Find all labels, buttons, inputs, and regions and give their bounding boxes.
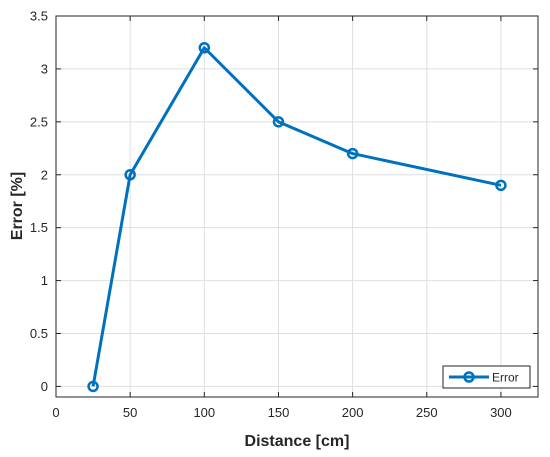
x-tick-label: 250 xyxy=(416,405,438,420)
legend: Error xyxy=(442,365,531,389)
x-tick-labels: 0 50 100 150 200 250 300 xyxy=(52,405,511,420)
y-tick-label: 1.5 xyxy=(30,220,48,235)
data-point xyxy=(495,179,507,192)
tick-marks xyxy=(55,15,538,397)
y-tick-label: 2 xyxy=(41,167,48,182)
data-point xyxy=(124,169,136,181)
plot-area xyxy=(56,16,538,397)
y-tick-label: 3 xyxy=(41,61,48,76)
y-tick-label: 2.5 xyxy=(30,114,48,129)
x-tick-label: 300 xyxy=(490,405,512,420)
x-axis-title: Distance [cm] xyxy=(245,433,350,450)
legend-label: Error xyxy=(492,371,519,385)
x-tick-label: 100 xyxy=(193,405,215,420)
series-line xyxy=(91,46,502,387)
y-tick-label: 3.5 xyxy=(30,9,48,24)
data-point xyxy=(87,380,99,393)
y-tick-label: 0 xyxy=(41,379,48,394)
legend-marker-swatch xyxy=(463,371,475,383)
x-tick-label: 0 xyxy=(52,405,59,420)
x-tick-label: 200 xyxy=(342,405,364,420)
data-point xyxy=(272,116,285,128)
y-tick-label: 1 xyxy=(41,273,48,288)
data-point xyxy=(198,42,211,54)
y-axis-title: Error [%] xyxy=(9,172,26,240)
plot-frame xyxy=(55,15,539,398)
y-tick-label: 0.5 xyxy=(30,326,48,341)
data-point xyxy=(346,147,359,160)
grid-lines xyxy=(55,15,538,397)
y-tick-labels: 0 0.5 1 1.5 2 2.5 3 3.5 xyxy=(30,9,48,394)
series-group xyxy=(87,42,507,393)
x-tick-label: 50 xyxy=(123,405,137,420)
x-tick-label: 150 xyxy=(268,405,290,420)
